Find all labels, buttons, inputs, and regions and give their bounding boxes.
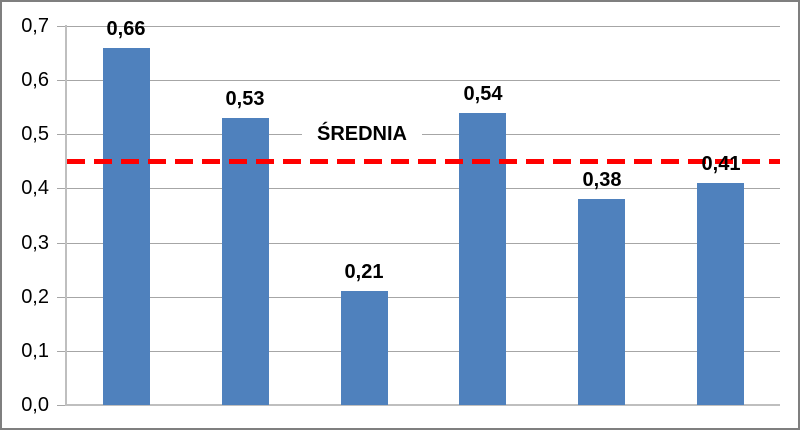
bar-value-label: 0,66 [106, 18, 146, 40]
bar [578, 199, 625, 405]
x-axis-line [67, 404, 780, 406]
y-axis-tick [57, 26, 67, 27]
y-axis-tick-label: 0,0 [21, 394, 49, 416]
bar-value-label: 0,53 [225, 88, 265, 110]
y-axis-line [65, 25, 67, 406]
y-axis-tick-label: 0,4 [21, 177, 49, 199]
y-axis-tick [57, 405, 67, 406]
average-line [67, 159, 780, 164]
y-axis-tick [57, 188, 67, 189]
y-axis-tick-label: 0,5 [21, 123, 49, 145]
average-line-label: ŚREDNIA [302, 121, 422, 147]
bar-value-label: 0,41 [701, 153, 741, 175]
gridline [67, 297, 780, 298]
bar-value-label: 0,38 [582, 169, 622, 191]
gridline [67, 188, 780, 189]
y-axis-tick [57, 243, 67, 244]
bar [459, 113, 506, 405]
bar-value-label: 0,54 [463, 83, 503, 105]
y-axis-tick-label: 0,2 [21, 286, 49, 308]
y-axis-tick [57, 80, 67, 81]
bar-value-label: 0,21 [344, 261, 384, 283]
y-axis-tick [57, 297, 67, 298]
y-axis-tick-label: 0,3 [21, 232, 49, 254]
y-axis-tick-label: 0,1 [21, 340, 49, 362]
y-axis-tick [57, 134, 67, 135]
y-axis-tick-label: 0,6 [21, 69, 49, 91]
y-axis-tick-label: 0,7 [21, 15, 49, 37]
gridline [67, 26, 780, 27]
bar [103, 48, 150, 405]
bar [341, 291, 388, 405]
y-axis-tick [57, 351, 67, 352]
gridline [67, 243, 780, 244]
gridline [67, 80, 780, 81]
bar [222, 118, 269, 405]
gridline [67, 351, 780, 352]
gridline [67, 134, 780, 135]
bar [697, 183, 744, 405]
